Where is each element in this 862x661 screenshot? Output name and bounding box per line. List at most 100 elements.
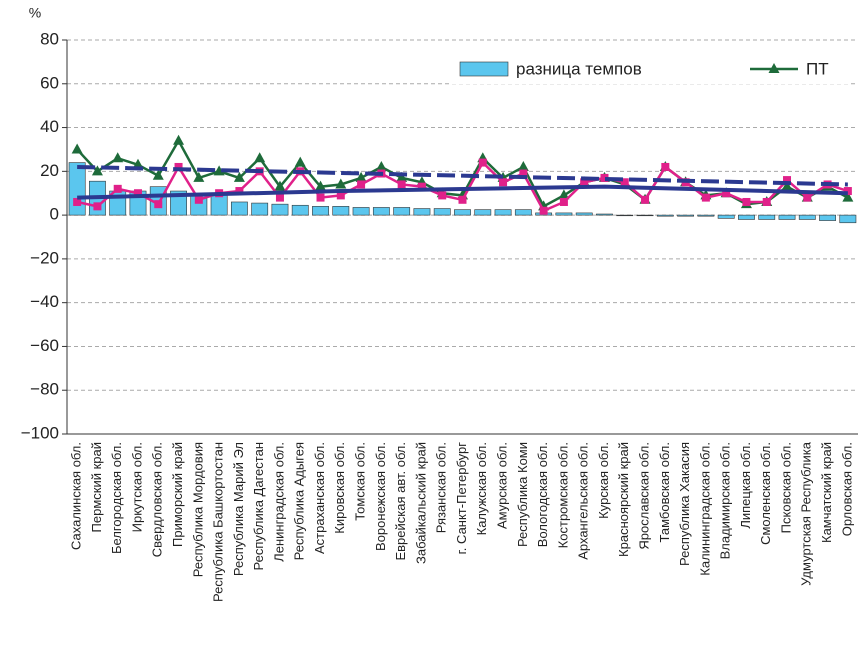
x-tick-label: Тамбовская обл. [657, 442, 672, 542]
marker [154, 200, 163, 209]
y-tick-label: 60 [40, 73, 59, 92]
x-tick-label: Архангельская обл. [576, 442, 591, 560]
marker [275, 193, 284, 202]
x-tick-label: Кировская обл. [332, 442, 347, 534]
marker [661, 162, 670, 171]
x-tick-label: Камчатский край [819, 442, 834, 543]
marker [701, 193, 710, 202]
marker [600, 173, 609, 182]
bar [677, 214, 695, 217]
bar [514, 209, 532, 216]
bar [291, 204, 309, 216]
bar [839, 214, 857, 224]
x-tick-label: Орловская обл. [839, 442, 854, 536]
bar [230, 201, 248, 216]
marker [112, 152, 124, 163]
x-tick-label: Костромская обл. [555, 442, 570, 548]
x-tick-label: Иркутская обл. [129, 442, 144, 532]
marker [842, 191, 854, 202]
bar [697, 214, 715, 217]
marker [517, 160, 529, 171]
x-tick-label: Томская обл. [353, 442, 368, 521]
bar [393, 207, 411, 216]
bar [454, 209, 471, 216]
bar [372, 207, 390, 216]
marker [335, 178, 347, 189]
marker [71, 143, 83, 154]
bar [271, 203, 289, 216]
marker [519, 169, 528, 178]
marker [254, 152, 266, 163]
bar [251, 202, 269, 216]
x-tick-label: Республика Дагестан [251, 442, 266, 570]
marker [93, 202, 102, 211]
y-tick-label: −80 [30, 380, 59, 399]
x-tick-label: Калининградская обл. [697, 442, 712, 576]
bar [433, 208, 451, 216]
marker [783, 176, 792, 185]
x-tick-label: Пермский край [89, 442, 104, 532]
bar [312, 206, 329, 216]
x-tick-label: Ярославская обл. [636, 442, 651, 550]
marker [213, 165, 225, 176]
y-tick-label: 80 [40, 29, 59, 48]
x-tick-label: Республика Адыгея [292, 442, 307, 560]
marker [580, 178, 589, 187]
legend-marker [768, 63, 780, 73]
bar [636, 214, 654, 217]
x-tick-label: Калужская обл. [474, 442, 489, 535]
marker [620, 178, 629, 187]
x-tick-label: Белгородская обл. [109, 442, 124, 554]
y-tick-label: −100 [21, 423, 59, 442]
marker [294, 156, 306, 167]
bar [798, 214, 816, 220]
marker [558, 189, 570, 200]
x-tick-label: Сахалинская обл. [69, 442, 84, 550]
marker [132, 158, 144, 169]
trend-line [77, 184, 848, 200]
x-tick-label: Республика Марий Эл [231, 442, 246, 576]
bar [352, 207, 370, 216]
bar [778, 214, 796, 220]
marker [357, 180, 366, 189]
marker [375, 160, 387, 171]
marker [417, 182, 426, 191]
bar [413, 208, 431, 216]
bar [332, 206, 350, 216]
marker [235, 187, 244, 196]
marker [458, 195, 467, 204]
marker [803, 193, 812, 202]
y-tick-label: −40 [30, 292, 59, 311]
x-tick-label: Воронежская обл. [373, 442, 388, 551]
marker [843, 187, 852, 196]
bar [616, 214, 634, 217]
x-tick-label: Смоленская обл. [758, 442, 773, 545]
marker [722, 189, 731, 198]
marker [73, 197, 82, 206]
x-tick-label: Курская обл. [596, 442, 611, 519]
marker [193, 171, 205, 182]
y-axis-label: % [29, 5, 41, 21]
marker [274, 180, 286, 191]
x-tick-label: Еврейская авт. обл. [393, 442, 408, 561]
x-tick-label: Республика Мордовия [190, 442, 205, 577]
bar [758, 214, 776, 220]
marker [233, 171, 245, 182]
bar [656, 214, 674, 217]
marker [174, 162, 183, 171]
bar [555, 212, 573, 216]
bar [68, 162, 86, 216]
x-tick-label: Забайкальский край [413, 442, 428, 564]
bar [717, 214, 735, 219]
bar [738, 214, 755, 220]
x-tick-label: Красноярский край [616, 442, 631, 557]
x-tick-label: Республика Башкортостан [211, 442, 226, 602]
x-tick-label: Республика Коми [515, 442, 530, 547]
marker [316, 193, 325, 202]
legend-label: ПТ [806, 59, 829, 78]
marker [152, 169, 164, 180]
marker [113, 184, 122, 193]
x-tick-label: Республика Хакасия [677, 442, 692, 566]
bar [494, 209, 512, 216]
